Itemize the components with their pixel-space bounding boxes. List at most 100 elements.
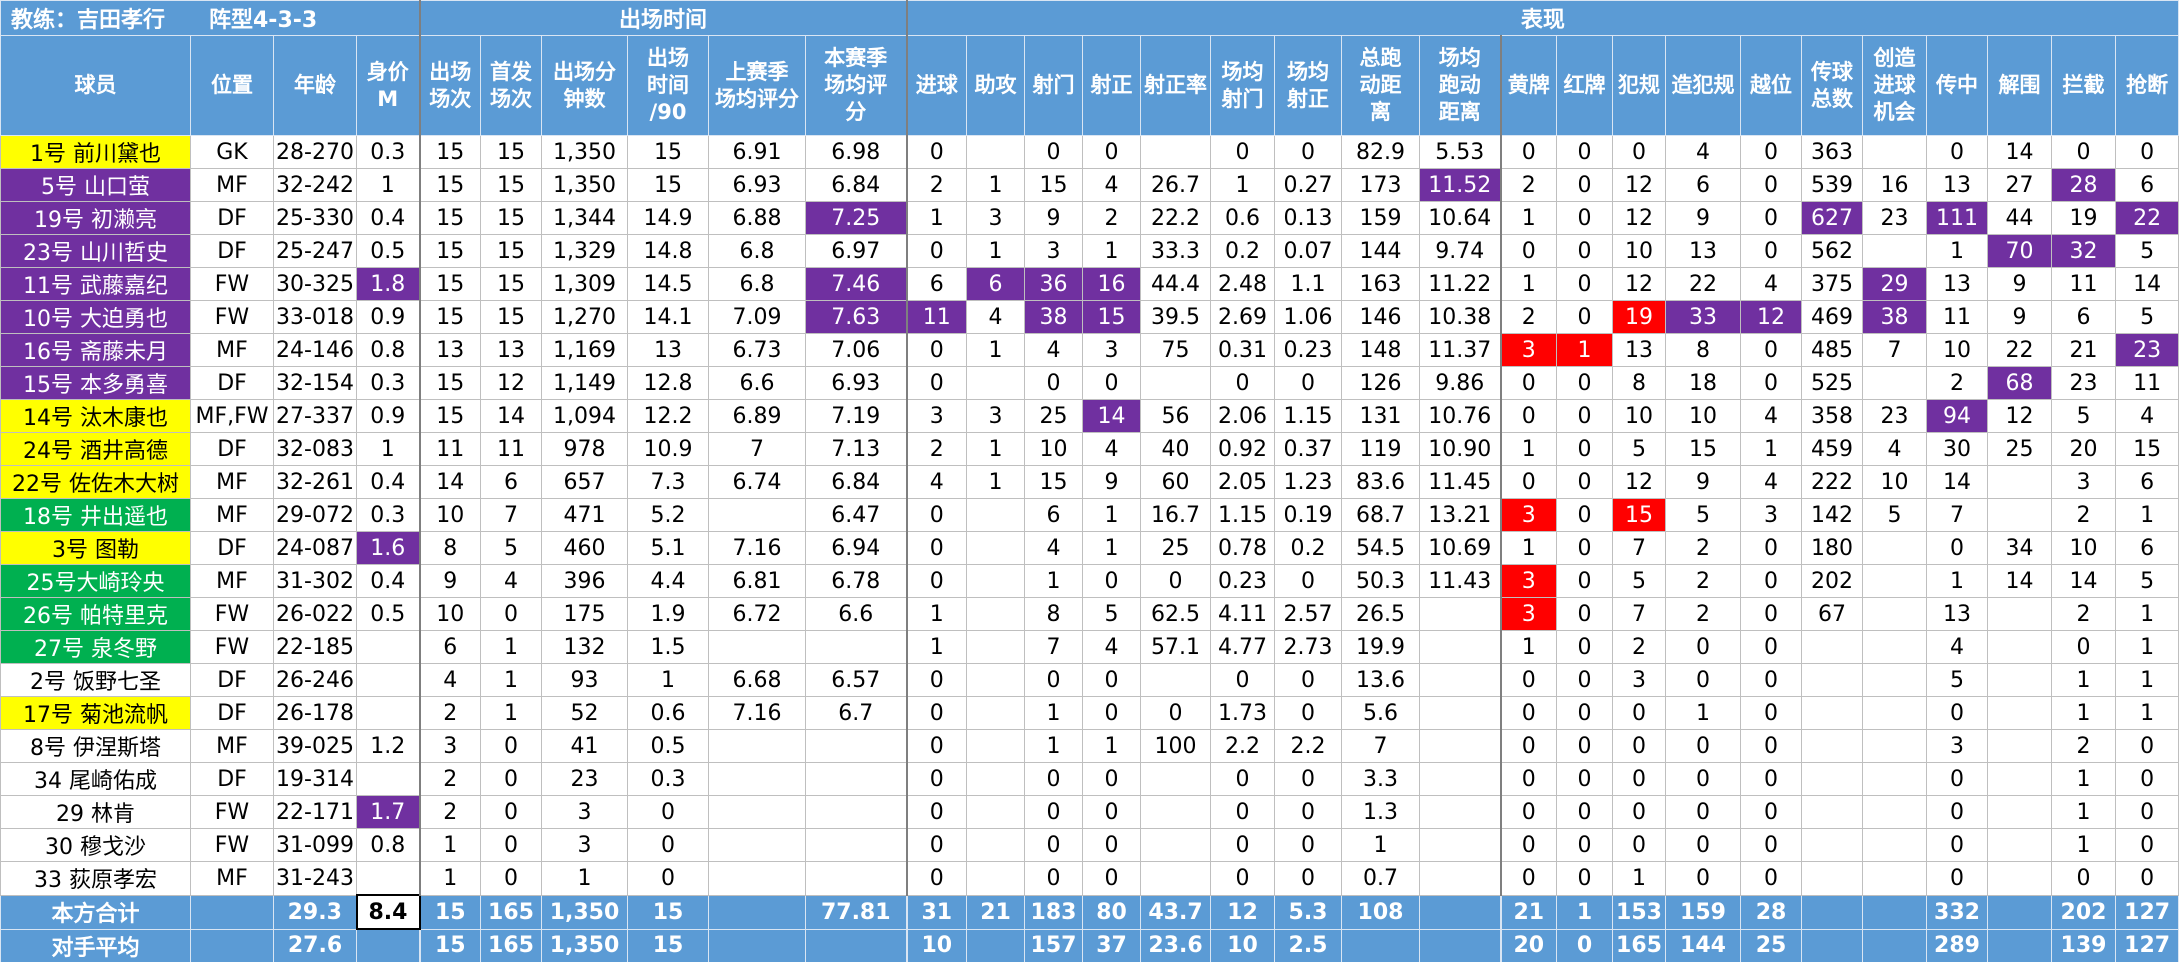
player-name: 3号 图勒 [0, 531, 191, 565]
cell: 1 [966, 168, 1026, 202]
cell: 2.5 [1274, 928, 1343, 962]
cell: 10 [1862, 465, 1928, 499]
column-header: 出场分 钟数 [541, 35, 628, 136]
cell: 2 [1500, 300, 1558, 334]
cell: 10 [1612, 234, 1667, 268]
cell: 25 [1024, 399, 1084, 433]
cell [356, 696, 421, 730]
cell: 9 [1987, 300, 2053, 334]
cell: 57.1 [1140, 630, 1212, 664]
cell: 32 [2051, 234, 2117, 268]
cell: 0 [627, 795, 709, 829]
cell: 0 [1665, 663, 1742, 697]
cell: 0 [1082, 564, 1142, 598]
cell: 13 [419, 333, 481, 367]
cell [1419, 795, 1502, 829]
cell: 1 [1500, 201, 1558, 235]
cell: 1.7 [356, 795, 421, 829]
cell [1862, 696, 1928, 730]
cell: 5 [2115, 300, 2179, 334]
cell: 12.8 [627, 366, 709, 400]
cell [1862, 729, 1928, 763]
cell: 7 [1926, 498, 1989, 532]
cell [1862, 564, 1928, 598]
cell: 0 [1740, 168, 1803, 202]
cell: 0 [2115, 729, 2179, 763]
cell [1801, 828, 1864, 862]
cell: 29 [1862, 267, 1928, 301]
cell: 7.25 [804, 201, 908, 235]
player-name: 25号大崎玲央 [0, 564, 191, 598]
cell: 3 [1500, 564, 1558, 598]
cell: 8 [419, 531, 481, 565]
player-name: 29 林肯 [0, 795, 191, 829]
cell: 24-087 [273, 531, 357, 565]
cell: 0 [906, 234, 968, 268]
cell [1140, 366, 1212, 400]
cell: 0 [1500, 399, 1558, 433]
player-row: 10号 大迫勇也 FW 33-018 0.9 15 15 1,270 14.1 7.09 7.63… [0, 300, 2179, 334]
cell: 0 [1926, 828, 1989, 862]
cell [1801, 894, 1864, 930]
player-row: 11号 武藤嘉纪 FW 30-325 1.8 15 15 1,309 14.5 6.8 7.46 6… [0, 267, 2179, 301]
cell: 6.68 [708, 663, 806, 697]
player-name: 33 荻原孝宏 [0, 861, 191, 896]
cell: 21 [2051, 333, 2117, 367]
cell: 1 [906, 630, 968, 664]
cell: 0 [1665, 729, 1742, 763]
cell: 0 [1740, 234, 1803, 268]
cell: 7.46 [804, 267, 908, 301]
cell: 4 [1926, 630, 1989, 664]
cell: 1 [1500, 531, 1558, 565]
cell: 111 [1926, 201, 1989, 235]
cell: 34 [1987, 531, 2053, 565]
cell: 0 [1740, 828, 1803, 862]
cell: 15 [419, 928, 481, 962]
player-name: 26号 帕特里克 [0, 597, 191, 631]
cell: 7.16 [708, 531, 806, 565]
cell: 3 [541, 828, 628, 862]
cell: 0 [1500, 729, 1558, 763]
cell: 26-022 [273, 597, 357, 631]
column-header: 进球 [906, 35, 968, 136]
column-header: 创造 进球 机会 [1862, 35, 1928, 136]
cell: 0 [1556, 201, 1614, 235]
cell: 1 [1665, 696, 1742, 730]
cell: 7.16 [708, 696, 806, 730]
cell: 4 [1740, 399, 1803, 433]
cell: 1.3 [1341, 795, 1421, 829]
cell: 0.92 [1210, 432, 1276, 466]
cell: 40 [1140, 432, 1212, 466]
cell: 148 [1341, 333, 1421, 367]
cell: 82.9 [1341, 135, 1421, 169]
cell: 6.91 [708, 135, 806, 169]
cell: 0 [1556, 597, 1614, 631]
cell [356, 928, 421, 962]
cell: 19-314 [273, 762, 357, 796]
cell [1140, 828, 1212, 862]
cell: 3 [1740, 498, 1803, 532]
cell: 22-171 [273, 795, 357, 829]
cell: 14 [1926, 465, 1989, 499]
cell: 0 [1082, 795, 1142, 829]
cell: 0 [2115, 861, 2179, 896]
cell [966, 366, 1026, 400]
cell: 9.74 [1419, 234, 1502, 268]
cell: 6 [966, 267, 1026, 301]
cell: 3 [1500, 333, 1558, 367]
cell: 0 [1556, 762, 1614, 796]
column-header: 越位 [1740, 35, 1803, 136]
player-name: 14号 汰木康也 [0, 399, 191, 433]
cell: MF [190, 333, 274, 367]
cell: 13 [1926, 597, 1989, 631]
cell: 0 [906, 564, 968, 598]
cell: 0 [1556, 135, 1614, 169]
cell: 0 [1024, 366, 1084, 400]
column-header: 射正 [1082, 35, 1142, 136]
cell: 5.3 [1274, 894, 1343, 930]
cell: 0 [1500, 465, 1558, 499]
cell: 1 [2115, 630, 2179, 664]
cell: 4 [1740, 267, 1803, 301]
player-row: 14号 汰木康也 MF,FW 27-337 0.9 15 14 1,094 12.2 6.89 7… [0, 399, 2179, 433]
cell: 127 [2115, 928, 2179, 962]
